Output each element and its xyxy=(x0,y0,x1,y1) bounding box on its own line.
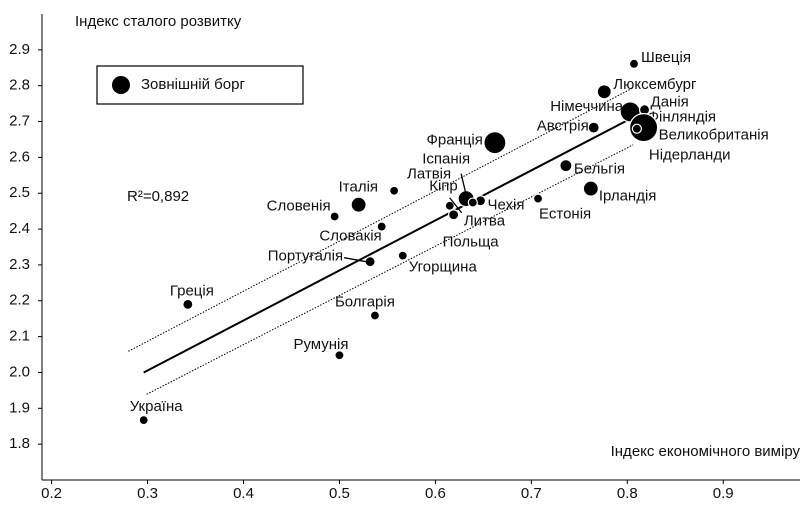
r2-annotation: R²=0,892 xyxy=(127,188,189,205)
upper-band xyxy=(128,87,634,352)
x-tick-label: 0.5 xyxy=(329,485,350,502)
point-label: Німеччина xyxy=(550,98,624,115)
x-tick-label: 0.8 xyxy=(617,485,638,502)
point-label: Португалія xyxy=(268,248,343,265)
trend-line xyxy=(143,115,635,374)
point-label: Угорщина xyxy=(409,259,478,276)
y-tick-label: 2.7 xyxy=(9,113,30,130)
x-tick-label: 0.3 xyxy=(137,485,158,502)
y-tick-label: 2.4 xyxy=(9,220,30,237)
point-label: Латвія xyxy=(407,166,451,183)
y-tick-label: 2.2 xyxy=(9,292,30,309)
point-label: Австрія xyxy=(537,118,589,135)
point-label: Бельгія xyxy=(574,161,625,178)
y-tick-label: 2.1 xyxy=(9,328,30,345)
bubble xyxy=(631,123,642,134)
legend-marker xyxy=(112,76,130,94)
y-tick-label: 1.8 xyxy=(9,435,30,452)
bubble xyxy=(329,211,340,222)
bubble xyxy=(444,200,455,211)
bubble xyxy=(532,193,544,204)
bubble xyxy=(397,250,408,261)
y-tick-label: 2.6 xyxy=(9,148,30,165)
x-tick-label: 0.9 xyxy=(713,485,734,502)
x-tick-label: 0.2 xyxy=(41,485,62,502)
leader-line xyxy=(449,197,463,214)
y-axis-label: Індекс сталого розвитку xyxy=(75,13,242,30)
point-label: Польща xyxy=(443,234,500,251)
point-label: Великобританія xyxy=(659,127,769,144)
y-tick-label: 2.5 xyxy=(9,184,30,201)
point-label: Словенія xyxy=(267,197,331,214)
point-label: Італія xyxy=(339,179,378,196)
bubble xyxy=(629,113,659,143)
bubble xyxy=(369,310,381,321)
point-label: Естонія xyxy=(539,206,591,223)
legend-label: Зовнішній борг xyxy=(141,76,245,93)
leader-line xyxy=(460,173,467,195)
point-label: Іспанія xyxy=(422,151,470,168)
bubble xyxy=(376,221,387,232)
point-label: Данія xyxy=(651,94,689,111)
bubble xyxy=(448,209,460,221)
lower-band xyxy=(146,144,634,395)
point-label: Ірландія xyxy=(599,188,657,205)
bubble xyxy=(587,121,600,134)
bubble xyxy=(467,197,478,208)
point-label: Швеція xyxy=(641,49,691,66)
bubble xyxy=(364,256,376,268)
bubble xyxy=(559,159,573,173)
point-label: Фінляндія xyxy=(648,109,716,126)
y-tick-label: 2.0 xyxy=(9,363,30,380)
bubble xyxy=(182,298,194,310)
x-tick-label: 0.6 xyxy=(425,485,446,502)
y-tick-label: 2.3 xyxy=(9,256,30,273)
point-label: Греція xyxy=(170,282,214,299)
bubble xyxy=(628,58,640,69)
y-tick-label: 2.9 xyxy=(9,41,30,58)
point-label: Чехія xyxy=(487,197,524,214)
bubble xyxy=(389,185,400,196)
bubble xyxy=(596,84,612,100)
point-label: Люксембург xyxy=(613,76,697,93)
x-tick-label: 0.4 xyxy=(233,485,254,502)
bubble xyxy=(138,415,149,426)
point-label: Нідерланди xyxy=(649,147,731,164)
x-axis-label: Індекс економічного виміру xyxy=(611,443,801,460)
x-tick-label: 0.7 xyxy=(521,485,542,502)
point-label: Кіпр xyxy=(429,178,458,195)
legend-box xyxy=(96,65,304,105)
bubble xyxy=(334,350,345,361)
point-label: Словакія xyxy=(319,228,381,245)
bubble xyxy=(350,196,367,213)
point-label: Румунія xyxy=(293,336,348,353)
y-tick-label: 2.8 xyxy=(9,77,30,94)
leader-line xyxy=(344,257,367,263)
y-tick-label: 1.9 xyxy=(9,399,30,416)
bubble xyxy=(582,180,599,197)
point-label: Франція xyxy=(426,132,482,149)
point-label: Литва xyxy=(464,213,506,230)
point-label: Болгарія xyxy=(335,293,395,310)
bubble xyxy=(483,131,507,155)
point-label: Україна xyxy=(130,398,184,415)
